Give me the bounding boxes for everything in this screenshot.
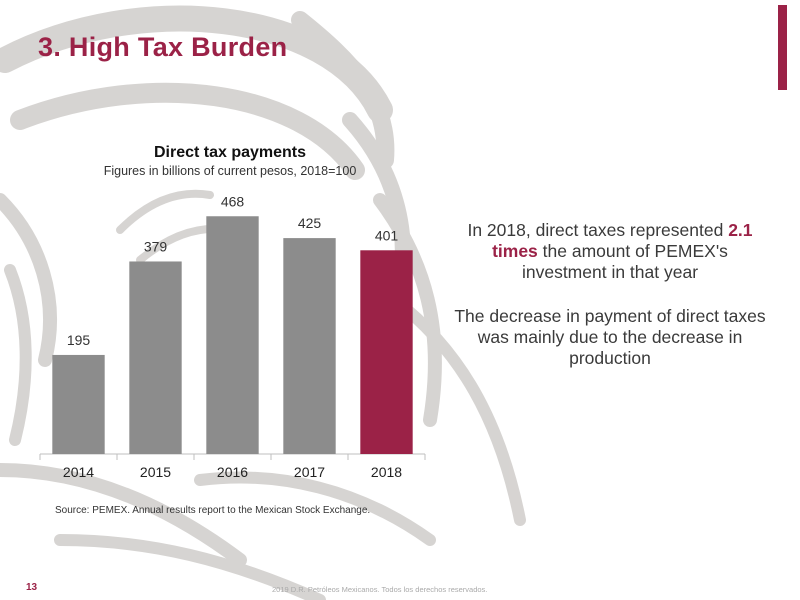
bar-2018 — [360, 250, 413, 454]
commentary-paragraph-2: The decrease in payment of direct taxes … — [454, 306, 766, 368]
source-note: Source: PEMEX. Annual results report to … — [55, 505, 371, 516]
commentary-paragraph-1: In 2018, direct taxes represented 2.1 ti… — [450, 220, 770, 283]
chart-subtitle: Figures in billions of current pesos, 20… — [103, 164, 357, 178]
commentary-text-after: the amount of PEMEX's investment in that… — [521, 241, 728, 282]
bar-value-label-2018: 401 — [375, 227, 399, 243]
bar-2015 — [129, 261, 182, 454]
x-tick-label-2015: 2015 — [140, 464, 171, 480]
commentary-text-before: In 2018, direct taxes represented — [467, 220, 724, 240]
bar-value-label-2017: 425 — [298, 215, 322, 231]
bar-2016 — [206, 216, 259, 454]
bar-2017 — [283, 238, 336, 454]
x-tick-label-2016: 2016 — [217, 464, 248, 480]
footer-copyright: 2019 D.R. Petróleos Mexicanos. Todos los… — [272, 585, 488, 594]
x-tick-label-2014: 2014 — [63, 464, 94, 480]
page-number: 13 — [26, 582, 38, 593]
x-tick-label-2017: 2017 — [294, 464, 325, 480]
x-tick-label-2018: 2018 — [371, 464, 402, 480]
accent-bar — [778, 5, 787, 90]
bar-value-label-2014: 195 — [67, 332, 91, 348]
chart-title: Direct tax payments — [153, 144, 307, 161]
commentary-highlight: 2.1 times — [492, 220, 753, 261]
bar-value-label-2016: 468 — [221, 193, 245, 209]
bar-value-label-2015: 379 — [144, 238, 168, 254]
bar-2014 — [52, 354, 105, 454]
slide-title: 3. High Tax Burden — [38, 32, 288, 62]
